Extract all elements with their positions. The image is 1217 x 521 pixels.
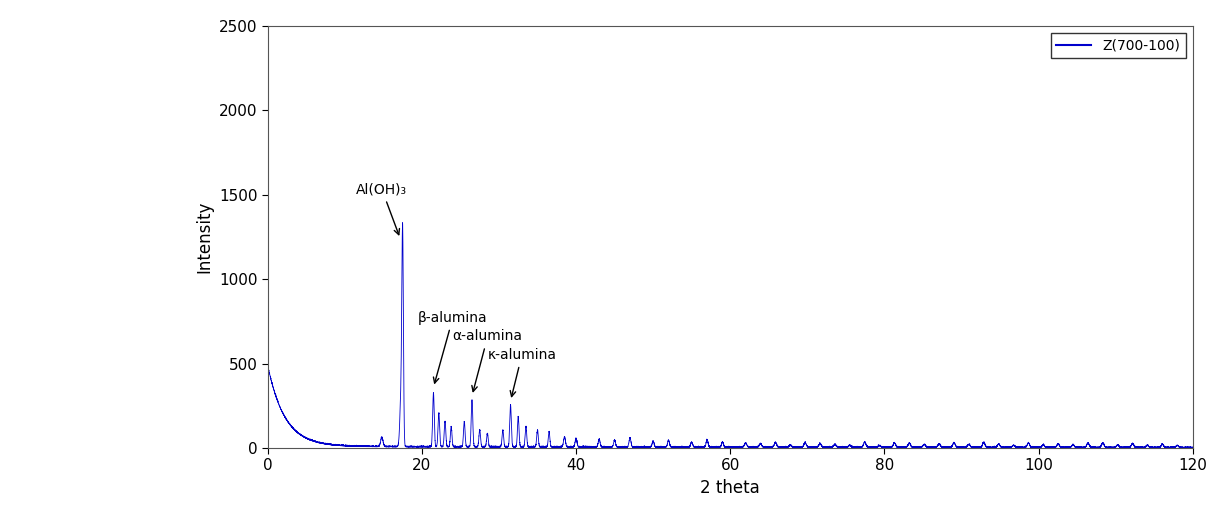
Y-axis label: Intensity: Intensity [195, 201, 213, 273]
Text: κ-alumina: κ-alumina [487, 348, 556, 396]
Text: Al(OH)₃: Al(OH)₃ [357, 182, 408, 234]
Legend: Z(700-100): Z(700-100) [1051, 33, 1185, 58]
Text: β-alumina: β-alumina [419, 311, 488, 383]
X-axis label: 2 theta: 2 theta [700, 479, 761, 497]
Text: α-alumina: α-alumina [453, 329, 523, 392]
